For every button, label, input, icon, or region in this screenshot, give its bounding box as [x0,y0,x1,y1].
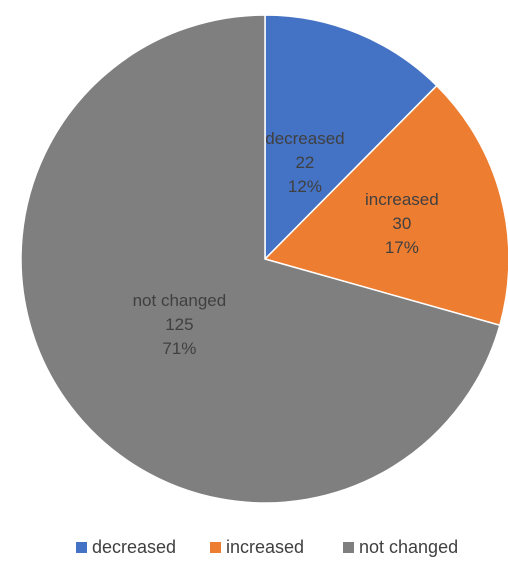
data-label-increased-category: increased [365,190,439,209]
pie-slice-decreased [264,14,438,261]
legend-swatch-decreased [76,542,87,553]
legend-label-decreased: decreased [92,537,176,557]
data-label-decreased-percent: 12% [288,177,322,196]
legend-label-not-changed: not changed [359,537,458,557]
pie-slices [20,14,508,504]
legend-label-increased: increased [226,537,304,557]
data-label-increased-value: 30 [392,214,411,233]
data-label-not-changed-category: not changed [133,291,227,310]
legend-swatch-increased [210,542,221,553]
legend-swatch-not-changed [343,542,354,553]
data-label-increased-percent: 17% [385,238,419,257]
data-labels: decreased 22 12% increased 30 17% not changed 1… [133,129,439,358]
pie-slice-not-changed [20,14,501,504]
data-label-not-changed-percent: 71% [162,339,196,358]
legend: decreased increased not changed [76,537,458,557]
data-label-decreased-value: 22 [295,153,314,172]
data-label-decreased-category: decreased [265,129,344,148]
pie-slice-increased [263,84,508,327]
data-label-not-changed-value: 125 [165,315,193,334]
